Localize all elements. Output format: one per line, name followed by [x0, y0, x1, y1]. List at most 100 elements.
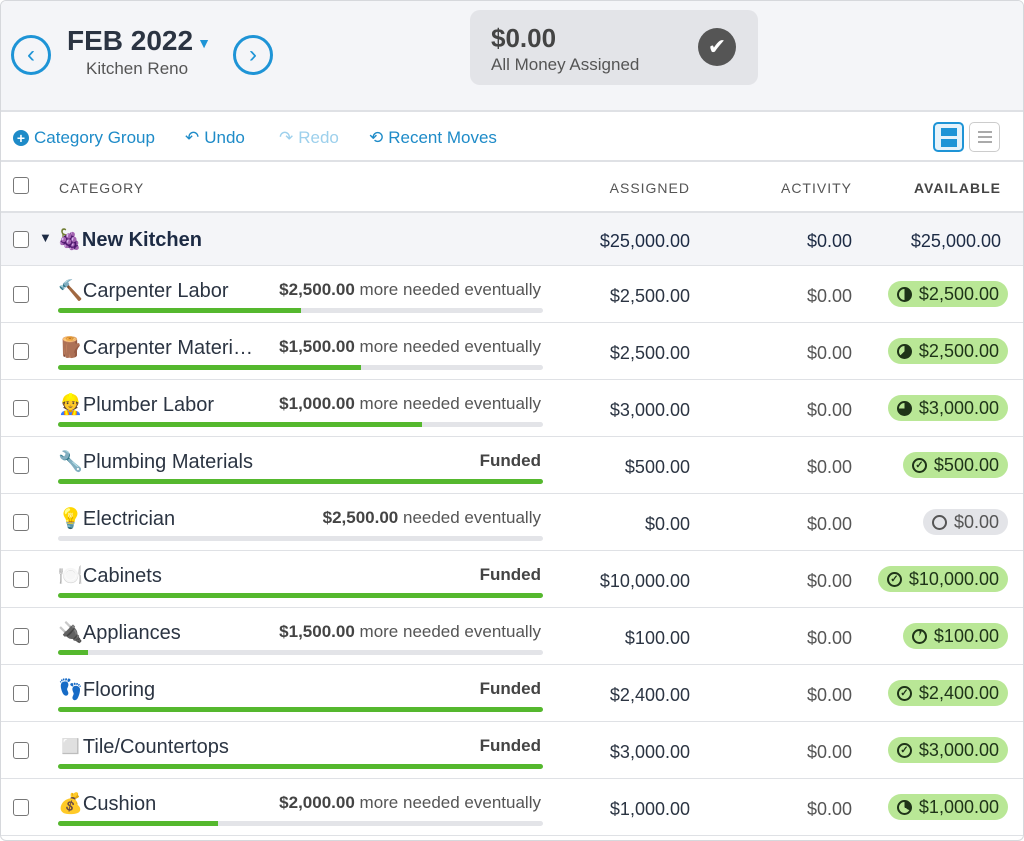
activity-amount[interactable]: $0.00 — [806, 742, 852, 762]
group-checkbox[interactable] — [13, 231, 29, 248]
available-pill[interactable]: $0.00 — [922, 509, 1008, 535]
goal-text: Funded — [479, 451, 541, 470]
activity-amount[interactable]: $0.00 — [806, 685, 852, 705]
category-row[interactable]: 👷Plumber Labor $1,000.00 more needed eve… — [1, 380, 1023, 437]
category-row[interactable]: ◻️Tile/Countertops Funded $3,000.00 $0.0… — [1, 722, 1023, 779]
row-checkbox[interactable] — [13, 457, 29, 474]
available-pill[interactable]: $2,500.00 — [887, 281, 1008, 307]
previous-month-button[interactable]: ‹ — [11, 35, 51, 75]
category-name[interactable]: ◻️Tile/Countertops — [58, 734, 229, 759]
available-pill[interactable]: ✓ $3,000.00 — [887, 737, 1008, 763]
assigned-amount[interactable]: $500.00 — [624, 457, 690, 477]
category-name[interactable]: 👣Flooring — [58, 677, 155, 702]
select-all-checkbox[interactable] — [13, 177, 29, 194]
available-pill[interactable]: $3,000.00 — [887, 395, 1008, 421]
row-checkbox[interactable] — [13, 400, 29, 417]
goal-status: Funded — [480, 679, 541, 699]
category-emoji: 🔧 — [58, 451, 83, 473]
row-checkbox[interactable] — [13, 286, 29, 303]
category-name[interactable]: 💰Cushion — [58, 791, 156, 816]
category-row[interactable]: 👣Flooring Funded $2,400.00 $0.00 ✓ $2,400… — [1, 665, 1023, 722]
redo-button[interactable]: ↷ Redo — [279, 128, 339, 148]
progress-pie-icon — [911, 628, 927, 644]
available-column-header[interactable]: AVAILABLE — [913, 180, 1001, 196]
activity-amount[interactable]: $0.00 — [806, 514, 852, 534]
category-name[interactable]: 🪵Carpenter Materi… — [58, 335, 253, 360]
activity-amount[interactable]: $0.00 — [806, 571, 852, 591]
available-pill[interactable]: $2,500.00 — [887, 338, 1008, 364]
group-assigned: $25,000.00 — [599, 231, 690, 251]
goal-progress-bar — [58, 707, 543, 712]
category-emoji: 🔌 — [58, 622, 83, 644]
category-group-row[interactable]: ▼ 🍇New Kitchen $25,000.00 $0.00 $25,000.… — [1, 213, 1023, 266]
goal-status: $1,000.00 more needed eventually — [279, 394, 541, 414]
category-row[interactable]: 💰Cushion $2,000.00 more needed eventuall… — [1, 779, 1023, 836]
goal-amount: $2,500.00 — [322, 508, 399, 527]
available-amount: $0.00 — [953, 511, 999, 532]
recent-moves-label: Recent Moves — [388, 128, 497, 147]
category-name[interactable]: 🔧Plumbing Materials — [58, 449, 253, 474]
activity-amount[interactable]: $0.00 — [806, 286, 852, 306]
undo-button[interactable]: ↶ Undo — [185, 128, 245, 148]
next-month-button[interactable]: › — [233, 35, 273, 75]
row-checkbox[interactable] — [13, 514, 29, 531]
category-row[interactable]: 🔨Carpenter Labor $2,500.00 more needed e… — [1, 266, 1023, 323]
activity-column-header[interactable]: ACTIVITY — [780, 180, 852, 196]
redo-label: Redo — [298, 128, 339, 147]
to-be-assigned-amount: $0.00 — [491, 23, 557, 53]
row-checkbox[interactable] — [13, 343, 29, 360]
assigned-amount[interactable]: $10,000.00 — [599, 571, 690, 591]
check-circle-icon: ✓ — [911, 457, 927, 473]
month-selector[interactable]: FEB 2022 ▼ — [67, 25, 211, 57]
assigned-amount[interactable]: $2,500.00 — [609, 343, 690, 363]
assigned-amount[interactable]: $1,000.00 — [609, 799, 690, 819]
available-pill[interactable]: $1,000.00 — [887, 794, 1008, 820]
assigned-amount[interactable]: $2,500.00 — [609, 286, 690, 306]
header: ‹ FEB 2022 ▼ Kitchen Reno › $0.00 All Mon… — [1, 1, 1023, 112]
row-checkbox[interactable] — [13, 685, 29, 702]
category-name[interactable]: 🔌Appliances — [58, 620, 181, 645]
recent-moves-button[interactable]: ⟲ Recent Moves — [369, 128, 497, 148]
row-checkbox[interactable] — [13, 571, 29, 588]
activity-amount[interactable]: $0.00 — [806, 400, 852, 420]
category-emoji: 💰 — [58, 793, 83, 815]
row-checkbox[interactable] — [13, 628, 29, 645]
available-amount: $100.00 — [933, 625, 999, 646]
category-column-header: CATEGORY — [59, 180, 145, 196]
category-row[interactable]: 🍽️Cabinets Funded $10,000.00 $0.00 ✓ $10,… — [1, 551, 1023, 608]
category-name[interactable]: 🍽️Cabinets — [58, 563, 162, 588]
activity-amount[interactable]: $0.00 — [806, 799, 852, 819]
assigned-amount[interactable]: $100.00 — [624, 628, 690, 648]
available-amount: $3,000.00 — [918, 397, 999, 418]
goal-text: more needed eventually — [359, 394, 541, 413]
add-category-group-button[interactable]: + Category Group — [13, 128, 155, 148]
expanded-view-button[interactable] — [933, 122, 964, 152]
available-pill[interactable]: ✓ $2,400.00 — [887, 680, 1008, 706]
assigned-amount[interactable]: $0.00 — [644, 514, 690, 534]
assigned-amount[interactable]: $3,000.00 — [609, 742, 690, 762]
category-row[interactable]: 🔌Appliances $1,500.00 more needed eventu… — [1, 608, 1023, 665]
activity-amount[interactable]: $0.00 — [806, 343, 852, 363]
assigned-column-header[interactable]: ASSIGNED — [609, 180, 690, 196]
month-label: FEB 2022 — [67, 25, 194, 56]
category-row[interactable]: 💡Electrician $2,500.00 needed eventually… — [1, 494, 1023, 551]
category-name[interactable]: 👷Plumber Labor — [58, 392, 214, 417]
row-checkbox[interactable] — [13, 799, 29, 816]
assigned-amount[interactable]: $2,400.00 — [609, 685, 690, 705]
group-name[interactable]: New Kitchen — [81, 229, 202, 251]
category-row[interactable]: 🪵Carpenter Materi… $1,500.00 more needed… — [1, 323, 1023, 380]
activity-amount[interactable]: $0.00 — [806, 628, 852, 648]
assigned-amount[interactable]: $3,000.00 — [609, 400, 690, 420]
category-row[interactable]: 🔧Plumbing Materials Funded $500.00 $0.00… — [1, 437, 1023, 494]
compact-view-button[interactable] — [969, 122, 1000, 152]
available-pill[interactable]: ✓ $10,000.00 — [877, 566, 1008, 592]
row-checkbox[interactable] — [13, 742, 29, 759]
collapse-triangle-icon[interactable]: ▼ — [39, 230, 52, 245]
available-amount: $500.00 — [933, 454, 999, 475]
available-pill[interactable]: $100.00 — [902, 623, 1008, 649]
activity-amount[interactable]: $0.00 — [806, 457, 852, 477]
to-be-assigned-box[interactable]: $0.00 All Money Assigned ✔ — [470, 10, 758, 85]
category-name[interactable]: 💡Electrician — [58, 506, 175, 531]
available-pill[interactable]: ✓ $500.00 — [902, 452, 1008, 478]
category-name[interactable]: 🔨Carpenter Labor — [58, 278, 229, 303]
